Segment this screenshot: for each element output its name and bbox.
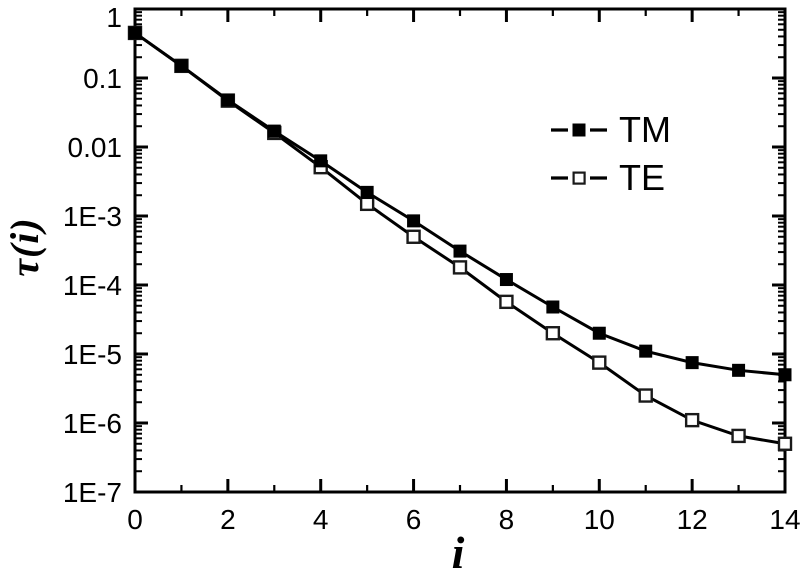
plot-border: [133, 7, 787, 494]
tm-marker: [221, 93, 235, 107]
x-tick-label: 10: [584, 504, 615, 535]
x-tick-label: 12: [677, 504, 708, 535]
legend-label-tm: TM: [619, 109, 671, 150]
te-marker: [452, 260, 468, 275]
te-marker: [731, 428, 746, 444]
tm-marker: [267, 124, 281, 138]
y-tick-label: 1: [106, 2, 122, 33]
x-tick-label: 6: [406, 504, 422, 535]
tm-line-marker-icon: [551, 123, 607, 137]
tm-marker: [174, 59, 188, 73]
te-marker: [406, 229, 421, 244]
y-tick-label: 1E-6: [63, 408, 122, 439]
te-marker: [499, 294, 514, 310]
y-axis-title: τ(i): [2, 217, 47, 277]
y-tick-label: 1E-7: [63, 477, 122, 508]
tm-marker: [360, 185, 374, 199]
x-tick-label: 14: [769, 504, 800, 535]
tm-marker: [592, 326, 606, 340]
te-marker: [545, 326, 561, 341]
tm-marker: [732, 363, 746, 377]
tm-filled-square-icon: [572, 123, 586, 137]
tm-marker: [453, 244, 467, 258]
x-tick-label: 8: [499, 504, 515, 535]
y-tick-label: 0.1: [83, 63, 122, 94]
y-tick-label: 1E-5: [63, 339, 122, 370]
tm-marker: [407, 214, 421, 228]
legend: TM TE: [551, 106, 671, 202]
tm-marker: [685, 356, 699, 370]
legend-item-tm: TM: [551, 106, 671, 154]
tm-marker: [639, 344, 653, 358]
x-tick-label: 4: [313, 504, 329, 535]
y-tick-label: 1E-4: [63, 270, 122, 301]
tm-marker: [546, 300, 560, 314]
te-marker: [684, 412, 700, 428]
tm-curve: [134, 31, 786, 377]
te-marker: [359, 196, 375, 212]
tm-marker: [128, 26, 142, 40]
y-tick-label: 0.01: [68, 132, 123, 163]
tm-marker: [499, 273, 513, 287]
te-line-marker-icon: [551, 171, 607, 185]
x-tick-label: 0: [127, 504, 143, 535]
legend-item-te: TE: [551, 154, 671, 202]
te-open-square-icon: [572, 171, 586, 185]
te-marker: [777, 436, 793, 451]
te-marker: [592, 355, 607, 370]
legend-label-te: TE: [619, 157, 666, 198]
x-axis-title: i: [451, 527, 465, 568]
y-tick-label: 1E-3: [63, 201, 122, 232]
tm-marker: [314, 154, 328, 168]
te-marker: [638, 388, 653, 403]
tm-marker: [778, 368, 792, 382]
x-tick-label: 2: [220, 504, 236, 535]
